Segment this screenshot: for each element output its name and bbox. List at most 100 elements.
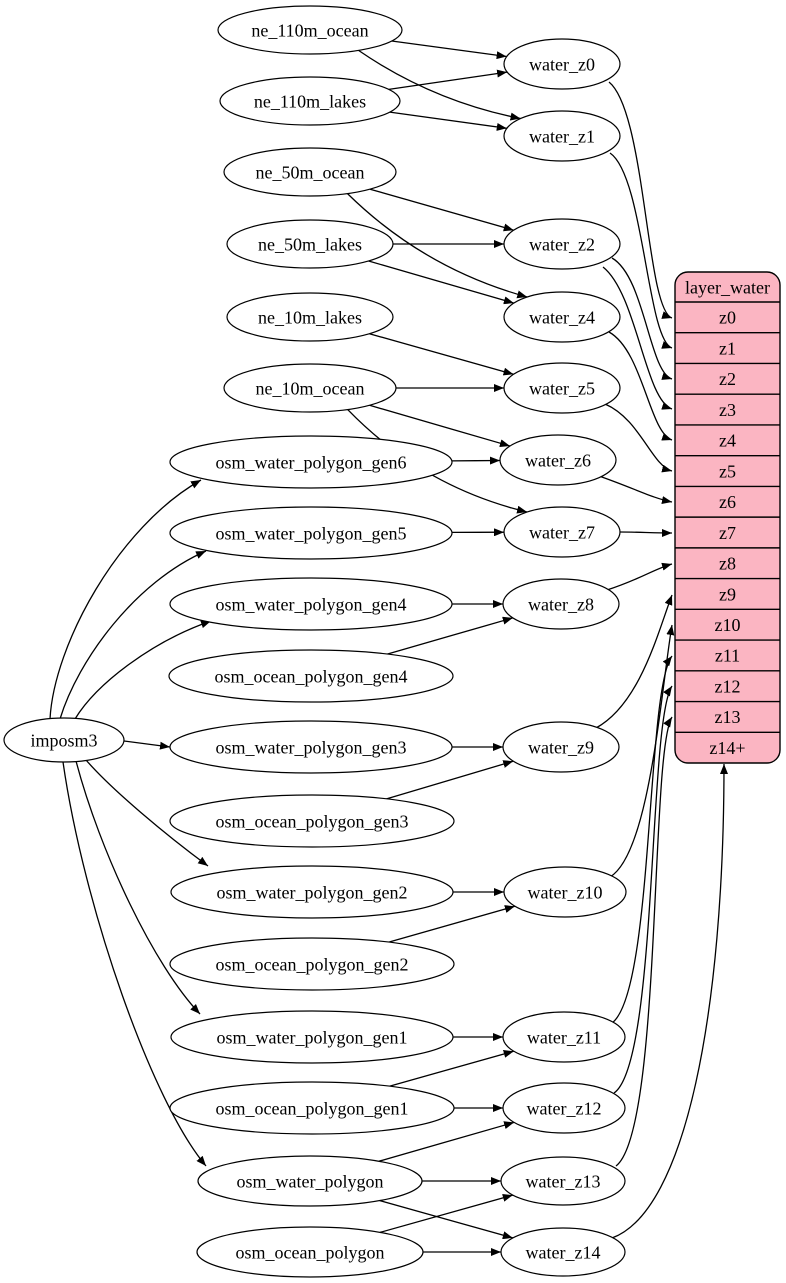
table-row-z13: z13 xyxy=(715,707,741,727)
edge-water_z11-row-z11 xyxy=(611,655,673,1024)
edge-water_z2-row-z3 xyxy=(602,266,673,410)
edge-water_z4-row-z4 xyxy=(608,331,673,441)
table-row-z12: z12 xyxy=(715,676,741,696)
edge-osm_water_polygon-water_z12 xyxy=(378,1121,515,1162)
node-label-osm_water_polygon: osm_water_polygon xyxy=(237,1171,384,1191)
edge-imposm3-osm_water_polygon_gen3 xyxy=(123,740,171,750)
node-shape-osm_ocean_polygon_gen2 xyxy=(169,937,455,991)
node-label-water_z11: water_z11 xyxy=(527,1027,601,1047)
table-row-z14+: z14+ xyxy=(709,738,745,758)
node-shape-water_z13 xyxy=(500,1156,626,1206)
edge-water_z5-row-z5 xyxy=(604,403,673,473)
node-label-osm_water_polygon_gen4: osm_water_polygon_gen4 xyxy=(216,594,407,614)
edge-ne_50m_lakes-water_z4 xyxy=(368,260,515,305)
node-shape-water_z9 xyxy=(502,721,620,773)
node-shape-water_z2 xyxy=(503,218,621,270)
node-shape-water_z5 xyxy=(503,362,621,414)
table-row-z11: z11 xyxy=(715,646,740,666)
node-imposm3: imposm3 xyxy=(3,717,125,763)
node-label-water_z10: water_z10 xyxy=(528,882,603,902)
node-shape-osm_water_polygon_gen3 xyxy=(169,720,453,774)
node-label-water_z5: water_z5 xyxy=(529,378,595,398)
node-water_z13: water_z13 xyxy=(500,1156,626,1206)
edge-osm_ocean_polygon-water_z13 xyxy=(379,1193,513,1234)
node-osm_water_polygon_gen4: osm_water_polygon_gen4 xyxy=(169,577,453,631)
edge-ne_110m_ocean-water_z1 xyxy=(358,49,521,121)
node-shape-water_z8 xyxy=(502,578,620,630)
node-label-water_z8: water_z8 xyxy=(528,594,594,614)
node-osm_ocean_polygon_gen1: osm_ocean_polygon_gen1 xyxy=(169,1081,455,1135)
node-label-osm_ocean_polygon: osm_ocean_polygon xyxy=(236,1242,385,1262)
edge-ne_110m_ocean-water_z0 xyxy=(391,40,507,60)
table-row-z6: z6 xyxy=(719,492,736,512)
node-ne_50m_ocean: ne_50m_ocean xyxy=(223,147,397,197)
edge-imposm3-osm_water_polygon xyxy=(62,761,207,1167)
node-osm_water_polygon_gen5: osm_water_polygon_gen5 xyxy=(169,506,453,560)
node-shape-osm_ocean_polygon xyxy=(196,1226,424,1278)
node-label-ne_110m_lakes: ne_110m_lakes xyxy=(254,91,366,111)
node-label-osm_water_polygon_gen2: osm_water_polygon_gen2 xyxy=(217,882,408,902)
node-shape-water_z12 xyxy=(502,1082,626,1134)
node-ne_110m_ocean: ne_110m_ocean xyxy=(217,5,403,55)
edge-ne_110m_lakes-water_z1 xyxy=(389,111,507,131)
node-ne_10m_lakes: ne_10m_lakes xyxy=(226,292,394,342)
node-shape-water_z14 xyxy=(500,1227,626,1277)
node-shape-osm_water_polygon_gen1 xyxy=(170,1010,454,1064)
node-label-water_z9: water_z9 xyxy=(528,737,594,757)
table-row-z3: z3 xyxy=(719,400,736,420)
node-water_z0: water_z0 xyxy=(503,38,621,90)
node-label-osm_ocean_polygon_gen3: osm_ocean_polygon_gen3 xyxy=(216,811,409,831)
node-shape-imposm3 xyxy=(3,717,125,763)
edge-water_z12-row-z12 xyxy=(613,685,673,1094)
node-label-osm_ocean_polygon_gen4: osm_ocean_polygon_gen4 xyxy=(215,666,408,686)
node-label-osm_ocean_polygon_gen2: osm_ocean_polygon_gen2 xyxy=(216,954,409,974)
node-shape-ne_110m_lakes xyxy=(219,76,401,126)
node-osm_water_polygon: osm_water_polygon xyxy=(197,1155,423,1207)
node-shape-ne_10m_lakes xyxy=(226,292,394,342)
node-label-water_z2: water_z2 xyxy=(529,234,595,254)
table-row-z4: z4 xyxy=(719,431,736,451)
node-shape-osm_water_polygon_gen5 xyxy=(169,506,453,560)
edge-imposm3-osm_water_polygon_gen1 xyxy=(75,760,201,1015)
edge-osm_ocean_polygon_gen2-water_z10 xyxy=(388,905,516,943)
edge-water_z1-row-z1 xyxy=(609,152,673,349)
node-label-water_z7: water_z7 xyxy=(529,522,595,542)
edge-imposm3-osm_water_polygon_gen2 xyxy=(85,759,209,867)
edge-water_z6-row-z6 xyxy=(598,475,673,504)
node-water_z14: water_z14 xyxy=(500,1227,626,1277)
node-osm_water_polygon_gen6: osm_water_polygon_gen6 xyxy=(169,435,453,489)
node-shape-ne_50m_lakes xyxy=(226,219,394,269)
node-label-water_z13: water_z13 xyxy=(526,1171,601,1191)
table-row-z10: z10 xyxy=(715,615,741,635)
node-osm_ocean_polygon_gen3: osm_ocean_polygon_gen3 xyxy=(169,794,455,848)
node-label-osm_water_polygon_gen5: osm_water_polygon_gen5 xyxy=(216,523,407,543)
edge-water_z13-row-z13 xyxy=(615,716,673,1167)
node-shape-osm_water_polygon_gen6 xyxy=(169,435,453,489)
edge-ne_10m_lakes-water_z5 xyxy=(369,333,514,376)
node-shape-water_z0 xyxy=(503,38,621,90)
node-water_z7: water_z7 xyxy=(503,506,621,558)
table-row-z2: z2 xyxy=(719,369,736,389)
node-label-ne_110m_ocean: ne_110m_ocean xyxy=(251,20,368,40)
node-osm_water_polygon_gen3: osm_water_polygon_gen3 xyxy=(169,720,453,774)
node-ne_110m_lakes: ne_110m_lakes xyxy=(219,76,401,126)
edge-water_z2-row-z2 xyxy=(611,257,673,380)
edge-water_z0-row-z0 xyxy=(608,81,673,319)
node-shape-water_z10 xyxy=(503,866,627,918)
node-shape-water_z4 xyxy=(503,291,621,343)
node-osm_ocean_polygon_gen4: osm_ocean_polygon_gen4 xyxy=(168,649,454,703)
node-water_z2: water_z2 xyxy=(503,218,621,270)
node-water_z9: water_z9 xyxy=(502,721,620,773)
node-ne_10m_ocean: ne_10m_ocean xyxy=(223,363,397,413)
node-shape-osm_ocean_polygon_gen1 xyxy=(169,1081,455,1135)
edge-water_z7-row-z7 xyxy=(619,528,673,537)
edge-ne_10m_ocean-water_z6 xyxy=(369,404,511,448)
table-row-z5: z5 xyxy=(719,461,736,481)
node-shape-water_z7 xyxy=(503,506,621,558)
node-shape-water_z11 xyxy=(502,1011,626,1063)
node-osm_ocean_polygon_gen2: osm_ocean_polygon_gen2 xyxy=(169,937,455,991)
node-label-water_z12: water_z12 xyxy=(527,1098,602,1118)
table-row-z1: z1 xyxy=(719,338,736,358)
node-label-imposm3: imposm3 xyxy=(30,730,97,750)
node-shape-ne_50m_ocean xyxy=(223,147,397,197)
